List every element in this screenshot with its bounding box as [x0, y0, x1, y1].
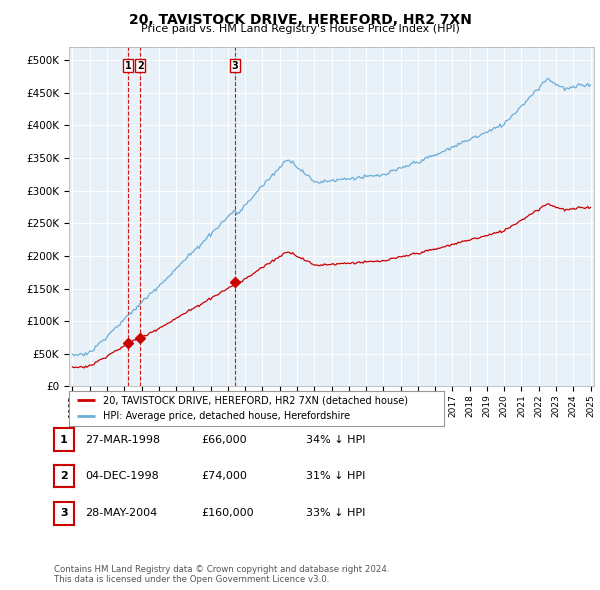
- Text: 33% ↓ HPI: 33% ↓ HPI: [306, 509, 365, 518]
- Text: 3: 3: [60, 509, 68, 518]
- Text: £160,000: £160,000: [201, 509, 254, 518]
- Text: 04-DEC-1998: 04-DEC-1998: [85, 471, 159, 481]
- Text: 20, TAVISTOCK DRIVE, HEREFORD, HR2 7XN (detached house): 20, TAVISTOCK DRIVE, HEREFORD, HR2 7XN (…: [103, 395, 408, 405]
- Text: 31% ↓ HPI: 31% ↓ HPI: [306, 471, 365, 481]
- Text: 2: 2: [60, 471, 68, 481]
- Text: 27-MAR-1998: 27-MAR-1998: [85, 435, 160, 444]
- Text: Contains HM Land Registry data © Crown copyright and database right 2024.
This d: Contains HM Land Registry data © Crown c…: [54, 565, 389, 584]
- Text: HPI: Average price, detached house, Herefordshire: HPI: Average price, detached house, Here…: [103, 411, 350, 421]
- Text: 20, TAVISTOCK DRIVE, HEREFORD, HR2 7XN: 20, TAVISTOCK DRIVE, HEREFORD, HR2 7XN: [128, 13, 472, 27]
- Text: 1: 1: [125, 61, 131, 71]
- Text: 1: 1: [60, 435, 68, 444]
- Text: 34% ↓ HPI: 34% ↓ HPI: [306, 435, 365, 444]
- Text: 2: 2: [137, 61, 143, 71]
- Text: 3: 3: [232, 61, 238, 71]
- Text: £66,000: £66,000: [201, 435, 247, 444]
- Text: 28-MAY-2004: 28-MAY-2004: [85, 509, 157, 518]
- Text: Price paid vs. HM Land Registry's House Price Index (HPI): Price paid vs. HM Land Registry's House …: [140, 24, 460, 34]
- Text: £74,000: £74,000: [201, 471, 247, 481]
